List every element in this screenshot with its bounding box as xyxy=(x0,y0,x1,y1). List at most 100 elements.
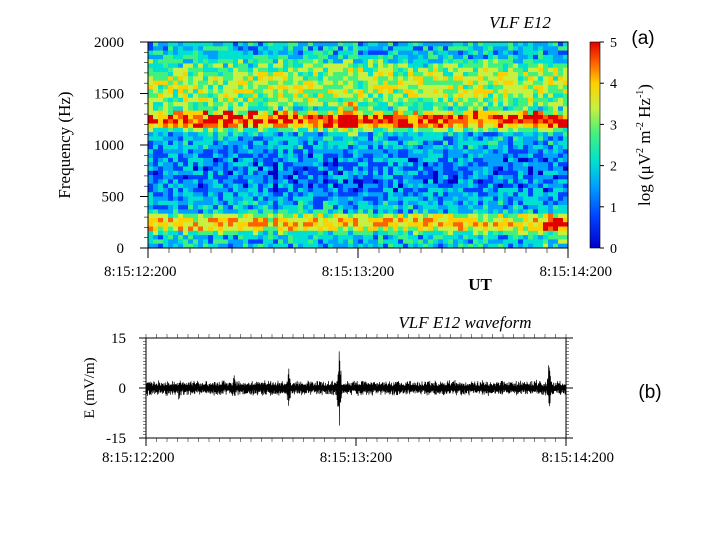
heatmap-cell xyxy=(253,89,259,94)
heatmap-cell xyxy=(443,67,449,73)
heatmap-cell xyxy=(388,102,394,107)
heatmap-cell xyxy=(178,153,184,159)
heatmap-cell xyxy=(228,59,234,64)
heatmap-cell xyxy=(403,179,409,185)
heatmap-cell xyxy=(368,114,374,120)
heatmap-cell xyxy=(443,54,449,60)
heatmap-cell xyxy=(448,63,454,69)
heatmap-cell xyxy=(308,89,314,94)
heatmap-cell xyxy=(443,243,449,249)
heatmap-cell xyxy=(293,50,299,56)
heatmap-cell xyxy=(188,230,194,236)
heatmap-cell xyxy=(408,119,414,124)
heatmap-cell xyxy=(473,42,479,47)
heatmap-cell xyxy=(388,205,394,210)
heatmap-cell xyxy=(268,179,274,185)
heatmap-cell xyxy=(173,243,179,249)
heatmap-cell xyxy=(418,157,424,163)
heatmap-cell xyxy=(268,170,274,176)
heatmap-cell xyxy=(153,226,159,232)
heatmap-cell xyxy=(208,42,214,47)
heatmap-cell xyxy=(353,179,359,185)
heatmap-cell xyxy=(428,239,434,245)
heatmap-cell xyxy=(358,119,364,124)
heatmap-cell xyxy=(513,175,519,180)
heatmap-cell xyxy=(153,132,159,137)
heatmap-cell xyxy=(293,80,299,86)
heatmap-cell xyxy=(553,89,559,94)
heatmap-cell xyxy=(358,153,364,159)
heatmap-cell xyxy=(448,106,454,112)
heatmap-cell xyxy=(248,102,254,107)
heatmap-cell xyxy=(328,166,334,172)
heatmap-cell xyxy=(458,170,464,176)
heatmap-cell xyxy=(288,93,294,99)
heatmap-cell xyxy=(563,226,569,232)
heatmap-cell xyxy=(278,136,284,142)
heatmap-cell xyxy=(533,119,539,124)
heatmap-cell xyxy=(548,67,554,73)
heatmap-cell xyxy=(218,196,224,202)
heatmap-cell xyxy=(523,72,529,77)
heatmap-cell xyxy=(523,76,529,82)
heatmap-cell xyxy=(538,226,544,232)
heatmap-cell xyxy=(158,213,164,219)
heatmap-cell xyxy=(178,183,184,189)
heatmap-cell xyxy=(483,114,489,120)
heatmap-cell xyxy=(523,209,529,215)
heatmap-cell xyxy=(313,157,319,163)
heatmap-cell xyxy=(468,222,474,227)
heatmap-cell xyxy=(273,76,279,82)
heatmap-cell xyxy=(523,235,529,240)
heatmap-cell xyxy=(183,50,189,56)
heatmap-cell xyxy=(433,84,439,90)
heatmap-cell xyxy=(203,230,209,236)
heatmap-cell xyxy=(458,42,464,47)
heatmap-cell xyxy=(233,63,239,69)
heatmap-cell xyxy=(503,213,509,219)
heatmap-cell xyxy=(553,59,559,64)
heatmap-cell xyxy=(468,217,474,223)
heatmap-cell xyxy=(288,162,294,167)
heatmap-cell xyxy=(258,89,264,94)
heatmap-cell xyxy=(538,170,544,176)
colorbar-label: log (μV2 m-2 Hz-1) xyxy=(635,84,654,206)
heatmap-cell xyxy=(233,187,239,193)
heatmap-cell xyxy=(278,157,284,163)
heatmap-cell xyxy=(153,162,159,167)
heatmap-cell xyxy=(208,84,214,90)
heatmap-cell xyxy=(448,46,454,51)
heatmap-cell xyxy=(428,72,434,77)
heatmap-cell xyxy=(373,196,379,202)
heatmap-cell xyxy=(188,127,194,133)
heatmap-cell xyxy=(513,50,519,56)
heatmap-cell xyxy=(528,243,534,249)
heatmap-cell xyxy=(283,209,289,215)
heatmap-cell xyxy=(338,217,344,223)
heatmap-cell xyxy=(288,145,294,150)
heatmap-cell xyxy=(358,235,364,240)
heatmap-cell xyxy=(478,230,484,236)
heatmap-cell xyxy=(303,97,309,103)
heatmap-cell xyxy=(333,157,339,163)
heatmap-cell xyxy=(238,217,244,223)
heatmap-cell xyxy=(383,230,389,236)
heatmap-cell xyxy=(518,80,524,86)
heatmap-cell xyxy=(223,97,229,103)
heatmap-cell xyxy=(563,136,569,142)
heatmap-cell xyxy=(393,145,399,150)
heatmap-cell xyxy=(558,84,564,90)
heatmap-cell xyxy=(388,67,394,73)
heatmap-cell xyxy=(563,93,569,99)
heatmap-cell xyxy=(418,84,424,90)
heatmap-cell xyxy=(543,59,549,64)
heatmap-cell xyxy=(313,46,319,51)
heatmap-cell xyxy=(333,179,339,185)
heatmap-cell xyxy=(533,63,539,69)
heatmap-cell xyxy=(278,243,284,249)
heatmap-cell xyxy=(373,89,379,94)
heatmap-cell xyxy=(403,153,409,159)
heatmap-cell xyxy=(423,42,429,47)
heatmap-cell xyxy=(318,106,324,112)
